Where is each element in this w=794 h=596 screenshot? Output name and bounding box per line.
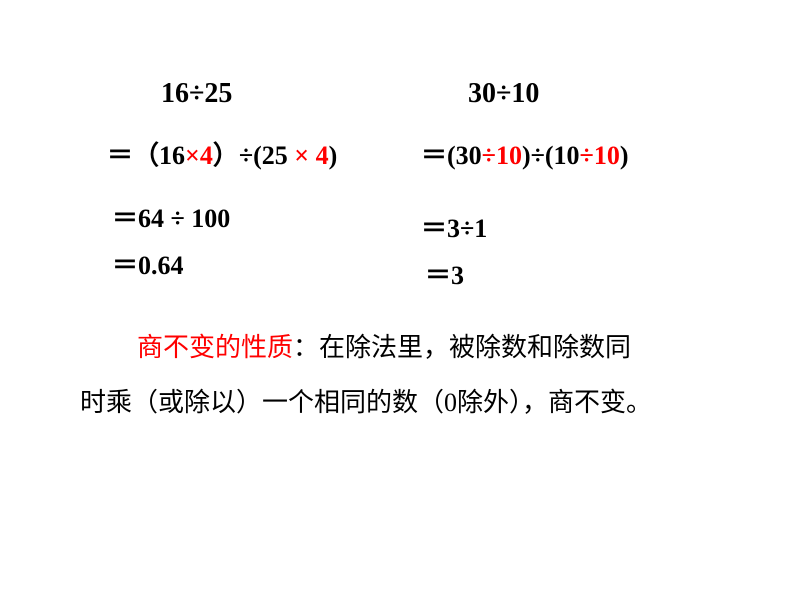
right-step1: ＝(30÷10)÷(10÷10) (421, 135, 629, 172)
right-problem: 30÷10 (468, 78, 539, 110)
text-part: )÷(10 (522, 141, 580, 170)
text-part: ) (329, 141, 338, 170)
text-part: × 4 (294, 141, 328, 170)
left-problem: 16÷25 (161, 78, 232, 110)
text-part: 商不变的性质 (137, 333, 293, 362)
left-step2: ＝64 ÷ 100 (112, 198, 230, 235)
text-part: ×4 (185, 141, 213, 170)
rule-line1: 商不变的性质：在除法里，被除数和除数同 (137, 325, 631, 372)
text-part: ＝(30 (421, 141, 482, 170)
left-step3: ＝0.64 (112, 245, 184, 282)
text-part: ：在除法里，被除数和除数同 (293, 333, 631, 362)
right-step3: ＝3 (425, 255, 464, 292)
left-step1: ＝（16×4）÷(25 × 4) (107, 135, 337, 172)
right-step2: ＝3÷1 (421, 208, 487, 245)
text-part: ＝（16 (107, 141, 185, 170)
text-part: ÷10 (580, 141, 620, 170)
text-part: ÷10 (482, 141, 522, 170)
text-part: ) (620, 141, 629, 170)
text-part: ）÷(25 (213, 141, 294, 170)
rule-line2: 时乘（或除以）一个相同的数（0除外），商不变。 (80, 380, 652, 427)
